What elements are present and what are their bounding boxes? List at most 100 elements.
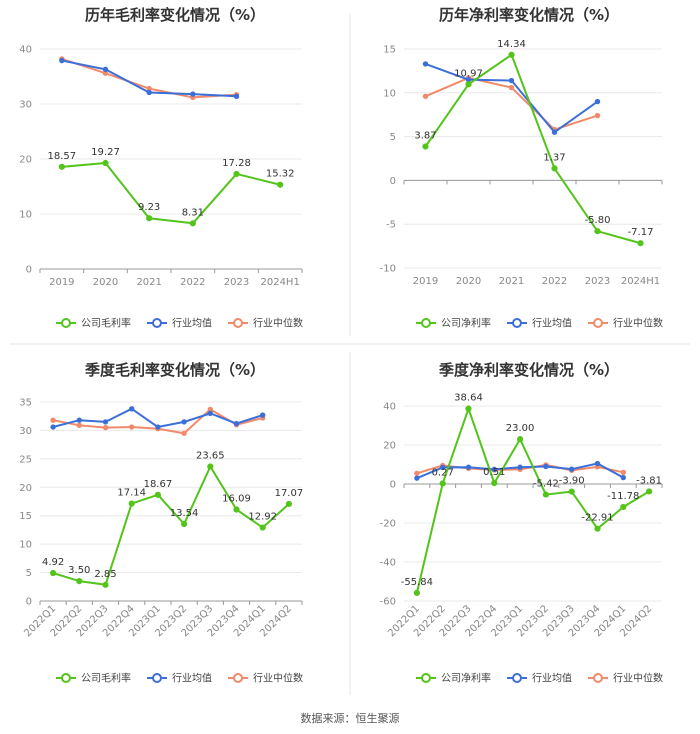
- quarterly-net-industry_mean-point: [620, 474, 626, 481]
- annual-net-data-label: 14.34: [497, 39, 526, 50]
- annual-net-company-point: [594, 228, 601, 235]
- legend-item-company[interactable]: 公司净利率: [416, 672, 491, 685]
- annual-gross-company-point: [189, 220, 196, 227]
- legend-item-industry_median[interactable]: 行业中位数: [588, 672, 663, 685]
- quarterly-net-y-tick-label: -60: [380, 597, 396, 608]
- legend-label: 公司毛利率: [81, 317, 131, 330]
- quarterly-net-industry_mean-point: [491, 466, 497, 473]
- legend-item-industry_mean[interactable]: 行业均值: [147, 317, 212, 330]
- quarterly-net-company-point: [594, 525, 601, 532]
- quarterly-net-company-point: [646, 488, 653, 495]
- quarterly-net-company-point: [568, 488, 575, 495]
- legend-item-company[interactable]: 公司毛利率: [56, 672, 131, 685]
- annual-net-y-tick-label: -10: [380, 264, 396, 275]
- annual-gross-data-label: 17.28: [222, 158, 251, 169]
- annual-gross-y-tick-label: 0: [26, 265, 32, 276]
- annual-net-industry_mean-point: [551, 129, 558, 135]
- quarterly-net-data-label: -3.81: [636, 475, 662, 486]
- quarterly-gross-industry_mean-point: [102, 419, 109, 425]
- legend-item-company[interactable]: 公司净利率: [416, 317, 491, 330]
- legend-item-industry_mean[interactable]: 行业均值: [507, 317, 572, 330]
- annual-net-data-label: 10.97: [454, 68, 483, 79]
- quarterly-gross-company-point: [128, 500, 135, 507]
- annual-gross-y-tick-label: 30: [19, 100, 32, 111]
- annual-gross-data-label: 18.57: [48, 151, 77, 162]
- quarterly-gross-data-label: 16.09: [222, 494, 251, 505]
- annual-gross-data-label: 19.27: [91, 147, 120, 158]
- annual-gross-company-point: [58, 163, 65, 170]
- legend-item-industry_median[interactable]: 行业中位数: [228, 672, 303, 685]
- quarterly-net-industry_mean-point: [594, 460, 601, 467]
- quarterly-gross-industry_mean-line: [52, 407, 264, 429]
- annual-net-company-line: [424, 53, 641, 245]
- quarterly-net-company-point: [620, 503, 627, 511]
- quarterly-net-data-label: -5.42: [533, 479, 559, 490]
- legend-marker-icon: [421, 318, 431, 328]
- quarterly-net-industry_mean-point: [517, 464, 523, 470]
- quarterly-gross-industry_mean-point: [155, 424, 161, 430]
- quarterly-net-company-point: [491, 479, 498, 487]
- annual-net-industry_mean-point: [594, 98, 601, 105]
- annual-net-industry_mean-point: [508, 77, 515, 84]
- quarterly-gross-company-point: [154, 491, 161, 498]
- quarterly-gross-company-point: [207, 463, 214, 470]
- annual-net-company-point: [508, 51, 515, 58]
- annual-net-y-tick-label: 15: [383, 45, 396, 56]
- quarterly-gross-company-line: [52, 465, 290, 586]
- quarterly-gross-industry_mean-point: [129, 406, 135, 412]
- quarterly-gross-chart: 季度毛利率变化情况（%）051015202530352022Q12022Q220…: [19, 361, 303, 685]
- quarterly-gross-y-tick-label: 15: [19, 511, 32, 522]
- quarterly-gross-industry_mean-point: [50, 424, 56, 430]
- annual-net-data-label: 3.87: [414, 130, 436, 141]
- quarterly-gross-company-point: [285, 500, 292, 508]
- annual-net-title: 历年净利率变化情况（%）: [439, 6, 619, 24]
- quarterly-net-data-label: -3.90: [559, 476, 585, 487]
- quarterly-net-chart: 季度净利率变化情况（%）-60-40-20020402022Q12022Q220…: [380, 361, 663, 685]
- legend-marker-icon: [421, 673, 431, 683]
- quarterly-gross-industry_mean-point: [181, 419, 187, 425]
- quarterly-net-y-tick-label: 20: [383, 441, 396, 452]
- annual-net-company-point: [551, 165, 558, 172]
- quarterly-gross-industry_median-point: [76, 422, 83, 429]
- legend-item-industry_mean[interactable]: 行业均值: [507, 672, 572, 685]
- annual-net-x-tick-label: 2021: [499, 276, 524, 287]
- quarterly-gross-industry_median-point: [50, 417, 56, 423]
- annual-net-industry_median-point: [594, 112, 601, 119]
- quarterly-net-data-label: 0.27: [432, 467, 454, 478]
- quarterly-gross-company-point: [102, 581, 109, 588]
- quarterly-net-data-label: 23.00: [506, 423, 535, 434]
- annual-gross-industry_mean-point: [102, 66, 109, 73]
- legend-label: 行业中位数: [613, 672, 663, 685]
- legend-item-industry_median[interactable]: 行业中位数: [588, 317, 663, 330]
- annual-net-data-label: -7.17: [628, 227, 654, 238]
- annual-net-data-label: -5.80: [585, 215, 611, 226]
- quarterly-net-industry_mean-point: [543, 463, 549, 470]
- legend-item-company[interactable]: 公司毛利率: [56, 317, 131, 330]
- legend-marker-icon: [61, 318, 71, 328]
- legend-item-industry_median[interactable]: 行业中位数: [228, 317, 303, 330]
- annual-gross-data-label: 9.23: [138, 202, 160, 213]
- legend-item-industry_mean[interactable]: 行业均值: [147, 672, 212, 685]
- quarterly-net-industry_mean-point: [465, 464, 472, 470]
- annual-gross-company-point: [233, 170, 240, 178]
- quarterly-gross-y-tick-label: 25: [19, 454, 32, 465]
- quarterly-net-industry_median-point: [620, 469, 626, 475]
- quarterly-gross-industry_median-point: [102, 424, 109, 431]
- legend-label: 公司净利率: [441, 672, 491, 685]
- annual-net-x-tick-label: 2020: [456, 276, 481, 287]
- annual-net-chart: 历年净利率变化情况（%） -10 -5 0 5 10 15 2019 2020 2021 2022 2…: [380, 6, 663, 330]
- annual-gross-company-point: [102, 159, 109, 167]
- annual-net-industry_median-point: [508, 84, 515, 91]
- legend-label: 公司毛利率: [81, 672, 131, 685]
- quarterly-net-company-point: [517, 436, 524, 443]
- quarterly-gross-y-tick-label: 0: [26, 597, 32, 608]
- quarterly-net-data-label: -11.78: [607, 491, 639, 502]
- quarterly-gross-company-point: [181, 520, 188, 528]
- annual-net-x-tick-label: 2023: [585, 276, 610, 287]
- quarterly-gross-industry_mean-point: [260, 412, 266, 418]
- annual-gross-company-point: [277, 181, 284, 188]
- quarterly-gross-data-label: 17.14: [117, 488, 146, 499]
- annual-gross-industry_mean-point: [59, 57, 65, 64]
